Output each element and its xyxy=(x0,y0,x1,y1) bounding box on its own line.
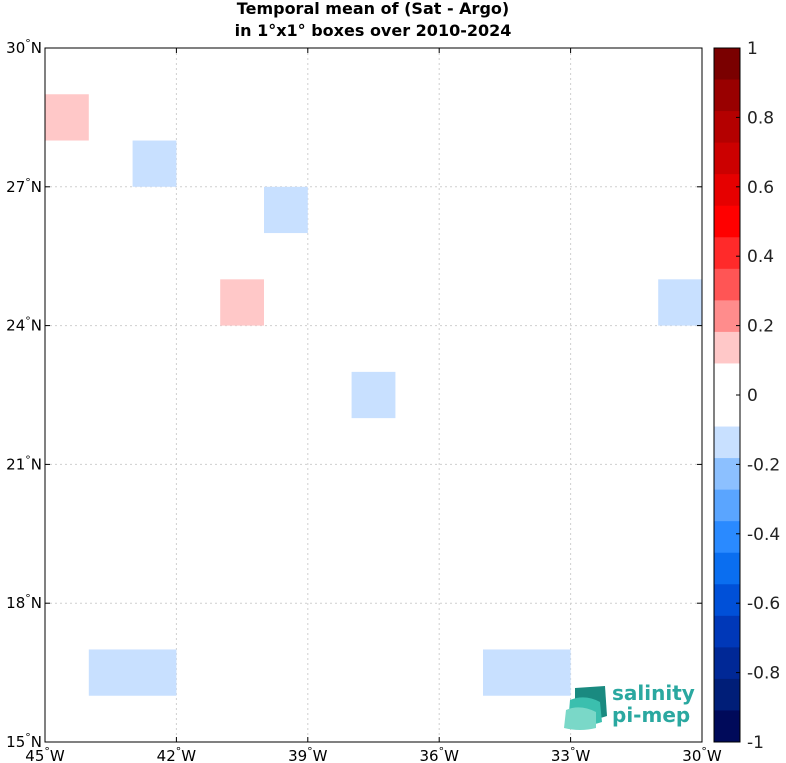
colorbar-segment xyxy=(714,458,740,491)
data-cell xyxy=(351,371,396,419)
data-cell xyxy=(45,94,89,141)
colorbar-label: 0.8 xyxy=(747,108,774,128)
axis-ticks: 45°W 42°W 39°W 36°W 33°W 30°W 30°N 27°N 24°N 21°N… xyxy=(6,37,722,763)
chart-title-line-2: in 1°x1° boxes over 2010-2024 xyxy=(234,21,512,40)
y-tick-label: 15°N xyxy=(6,731,42,751)
colorbar-segment xyxy=(714,584,740,617)
colorbar-segment xyxy=(714,48,740,81)
colorbar-segment xyxy=(714,678,740,711)
x-tick-label: 36°W xyxy=(419,745,459,763)
y-tick-label: 27°N xyxy=(6,176,42,196)
colorbar-segment xyxy=(714,615,740,648)
logo-wave-front xyxy=(564,707,596,730)
colorbar-label: 0.6 xyxy=(747,178,774,198)
data-cell xyxy=(132,140,177,187)
pimep-logo-icon xyxy=(564,686,607,730)
y-tick-label: 30°N xyxy=(6,37,42,57)
colorbar-segment xyxy=(714,331,740,364)
data-cell xyxy=(658,279,702,326)
colorbar-segment xyxy=(714,174,740,207)
logo-text-pimep: pi-mep xyxy=(612,703,691,727)
y-tick-label: 21°N xyxy=(6,453,42,473)
plot-frame xyxy=(44,47,703,743)
chart-title-line-1: Temporal mean of (Sat - Argo) xyxy=(236,0,510,18)
colorbar-label: -0.8 xyxy=(747,664,780,684)
colorbar-label: -0.4 xyxy=(747,525,780,545)
data-cell xyxy=(220,279,264,326)
colorbar-label: -0.2 xyxy=(747,455,780,475)
data-cell xyxy=(264,186,308,234)
x-tick-label: 30°W xyxy=(682,745,722,763)
colorbar-segment xyxy=(714,521,740,554)
y-tick-label: 18°N xyxy=(6,592,42,612)
colorbar-label: 0.4 xyxy=(747,247,774,267)
x-tick-label: 39°W xyxy=(288,745,328,763)
colorbar-segment xyxy=(714,426,740,459)
colorbar-segment xyxy=(714,552,740,585)
colorbar-segment xyxy=(714,489,740,522)
x-tick-label: 33°W xyxy=(551,745,591,763)
colorbar-segment xyxy=(714,710,740,743)
colorbar-segment xyxy=(714,395,740,428)
colorbar-segment xyxy=(714,268,740,301)
colorbar-label: -1 xyxy=(747,733,764,753)
x-tick-label: 42°W xyxy=(157,745,197,763)
x-tick-label: 45°W xyxy=(25,745,65,763)
colorbar-label: -0.6 xyxy=(747,594,780,614)
data-cell xyxy=(88,649,177,696)
y-tick-label: 24°N xyxy=(6,315,42,335)
colorbar-segment xyxy=(714,111,740,144)
colorbar-segment xyxy=(714,647,740,680)
data-cells xyxy=(45,94,702,696)
colorbar-segment xyxy=(714,205,740,238)
colorbar-segment xyxy=(714,142,740,175)
colorbar-segment xyxy=(714,363,740,396)
colorbar-label: 1 xyxy=(747,39,758,59)
colorbar-segment xyxy=(714,237,740,270)
colorbar-label: 0 xyxy=(747,386,758,406)
colorbar-label: 0.2 xyxy=(747,317,774,337)
logo-text-salinity: salinity xyxy=(612,681,695,705)
colorbar: 1 0.8 0.6 0.4 0.2 0 -0.2 -0.4 -0.6 -0.8 -1 xyxy=(713,39,780,753)
colorbar-segment xyxy=(714,300,740,333)
colorbar-segment xyxy=(714,79,740,112)
data-cell xyxy=(483,649,571,696)
